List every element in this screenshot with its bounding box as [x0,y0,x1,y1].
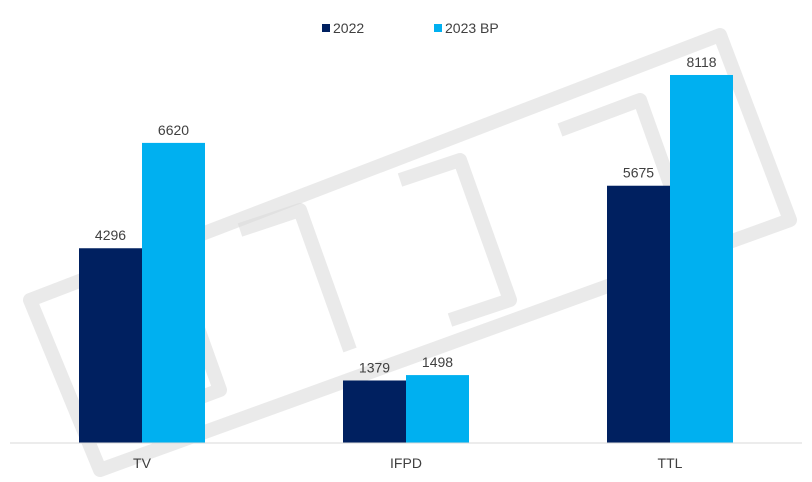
data-labels-layer: 4296 6620 1379 1498 5675 8118 [95,54,717,376]
legend-label-2022: 2022 [333,20,364,36]
bar-ttl-2022 [607,185,670,443]
legend-swatch-2023-bp [434,24,442,32]
category-label-ttl: TTL [658,455,683,471]
data-label-ifpd-2023-bp: 1498 [422,354,453,370]
data-label-tv-2022: 4296 [95,227,126,243]
category-labels-layer: TV IFPD TTL [133,455,683,471]
bars-layer [79,74,733,444]
bar-ifpd-2023-bp [406,375,469,443]
legend-swatch-2022 [322,24,330,32]
data-label-ttl-2022: 5675 [623,165,654,181]
legend-item-2022: 2022 [322,20,364,36]
bar-tv-2022 [79,248,142,443]
legend-label-2023-bp: 2023 BP [445,20,499,36]
category-label-ifpd: IFPD [390,455,422,471]
category-label-tv: TV [133,455,152,471]
legend-item-2023-bp: 2023 BP [434,20,499,36]
bar-ifpd-2022 [343,380,406,443]
data-label-tv-2023-bp: 6620 [158,122,189,138]
data-label-ttl-2023-bp: 8118 [686,54,716,70]
data-label-ifpd-2022: 1379 [359,359,390,375]
legend: 2022 2023 BP [322,20,499,36]
bar-tv-2023-bp [142,142,205,444]
bar-ttl-2023-bp [670,74,733,443]
